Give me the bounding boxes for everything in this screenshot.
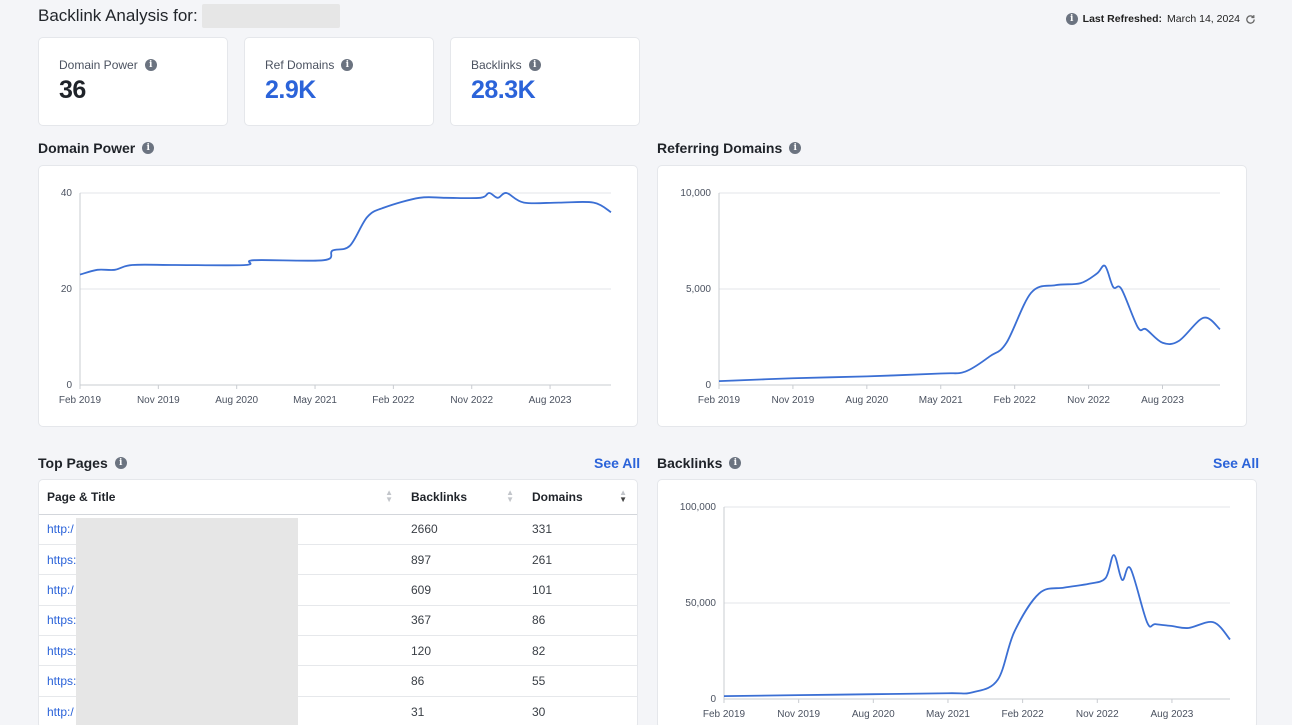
y-tick-label: 100,000	[680, 502, 717, 513]
y-tick-label: 40	[61, 188, 73, 199]
x-tick-label: May 2021	[293, 395, 337, 406]
domains-cell: 101	[524, 574, 637, 606]
series-line	[79, 192, 612, 276]
x-tick-label: Nov 2022	[450, 395, 493, 406]
metric-label: Domain Power	[59, 58, 138, 72]
x-tick-label: Aug 2020	[215, 395, 258, 406]
metric-value: 36	[59, 76, 86, 104]
x-tick-label: May 2021	[919, 395, 963, 406]
section-title-text: Domain Power	[38, 140, 136, 156]
domains-cell: 82	[524, 635, 637, 667]
see-all-backlinks-link[interactable]: See All	[1213, 455, 1260, 471]
x-tick-label: Aug 2023	[529, 395, 572, 406]
top-pages-table: Page & Title ▲ ▼ Backlinks ▲ ▼ Domains ▲ ▼ …	[39, 480, 637, 725]
info-icon[interactable]: i	[1065, 13, 1078, 25]
backlinks-cell: 897	[403, 544, 524, 576]
x-tick-label: Feb 2019	[703, 709, 746, 720]
section-title-text: Backlinks	[657, 455, 723, 471]
redacted-domain	[201, 4, 340, 28]
section-title-top-pages: Top Pages i	[38, 455, 127, 471]
info-icon[interactable]: i	[729, 457, 742, 469]
column-header-label: Domains	[532, 489, 583, 504]
backlinks-cell: 86	[403, 665, 524, 697]
info-icon[interactable]: i	[528, 59, 541, 71]
metric-card-backlinks: Backlinks i 28.3K	[450, 37, 640, 126]
page-header: Backlink Analysis for:	[38, 4, 340, 28]
metric-value: 28.3K	[471, 76, 536, 104]
x-tick-label: Aug 2023	[1141, 395, 1184, 406]
backlinks-cell: 367	[403, 605, 524, 637]
backlinks-chart-card: 0 50,000 100,000 Feb 2019 Nov 2019 Aug 2020 Ma…	[657, 479, 1257, 725]
x-tick-label: Feb 2019	[59, 395, 102, 406]
column-header-page[interactable]: Page & Title ▲ ▼	[39, 480, 403, 515]
info-icon[interactable]: i	[789, 142, 802, 154]
x-tick-label: Nov 2019	[137, 395, 180, 406]
refresh-icon[interactable]	[1245, 14, 1256, 25]
info-icon[interactable]: i	[144, 59, 157, 71]
x-tick-label: Feb 2022	[994, 395, 1037, 406]
referring-domains-chart-card: 0 5,000 10,000 Feb 2019 Nov 2019 Aug 2020 May …	[657, 165, 1247, 427]
y-tick-label: 0	[710, 694, 716, 705]
info-icon[interactable]: i	[341, 59, 354, 71]
domains-cell: 55	[524, 665, 637, 697]
y-tick-label: 20	[61, 284, 73, 295]
y-tick-label: 5,000	[686, 284, 711, 295]
referring-domains-chart: 0 5,000 10,000 Feb 2019 Nov 2019 Aug 2020 May …	[680, 188, 1221, 406]
series-line	[723, 554, 1231, 698]
x-tick-label: Aug 2023	[1151, 709, 1194, 720]
x-tick-label: Aug 2020	[845, 395, 888, 406]
metric-value: 2.9K	[265, 76, 316, 104]
series-line	[718, 264, 1221, 383]
sort-icon[interactable]: ▲ ▼	[385, 488, 393, 504]
table-header-row: Page & Title ▲ ▼ Backlinks ▲ ▼ Domains ▲ ▼	[39, 480, 637, 515]
section-title-referring-domains: Referring Domains i	[657, 140, 802, 156]
y-tick-label: 10,000	[680, 188, 711, 199]
x-tick-label: Feb 2022	[1001, 709, 1044, 720]
backlinks-chart: 0 50,000 100,000 Feb 2019 Nov 2019 Aug 2020 Ma…	[680, 502, 1231, 720]
section-title-domain-power: Domain Power i	[38, 140, 155, 156]
x-tick-label: Nov 2019	[772, 395, 815, 406]
x-tick-label: Feb 2019	[698, 395, 741, 406]
domain-power-chart: 0 20 40 Feb 2019 Nov 2019 Aug 2020 May 2021 Feb…	[59, 188, 612, 406]
column-header-label: Page & Title	[47, 489, 116, 504]
info-icon[interactable]: i	[142, 142, 155, 154]
page-title: Backlink Analysis for:	[38, 6, 198, 25]
section-title-text: Referring Domains	[657, 140, 783, 156]
see-all-top-pages-link[interactable]: See All	[594, 455, 641, 471]
sort-icon[interactable]: ▲ ▼	[506, 488, 514, 504]
y-tick-label: 0	[66, 380, 72, 391]
last-refreshed: i Last Refreshed: March 14, 2024	[1065, 13, 1256, 25]
info-icon[interactable]: i	[114, 457, 127, 469]
column-header-domains[interactable]: Domains ▲ ▼	[524, 480, 637, 515]
y-tick-label: 0	[705, 380, 711, 391]
x-tick-label: Nov 2022	[1076, 709, 1119, 720]
section-title-text: Top Pages	[38, 455, 108, 471]
metric-label: Ref Domains	[265, 58, 335, 72]
metric-card-domain-power: Domain Power i 36	[38, 37, 228, 126]
metric-label: Backlinks	[471, 58, 522, 72]
domains-cell: 331	[524, 514, 637, 545]
domains-cell: 86	[524, 605, 637, 637]
x-tick-label: Nov 2019	[777, 709, 820, 720]
domains-cell: 30	[524, 696, 637, 725]
section-title-backlinks: Backlinks i	[657, 455, 742, 471]
x-tick-label: May 2021	[926, 709, 970, 720]
column-header-backlinks[interactable]: Backlinks ▲ ▼	[403, 480, 524, 515]
redacted-urls	[76, 518, 298, 725]
y-tick-label: 50,000	[685, 598, 716, 609]
column-header-label: Backlinks	[411, 489, 468, 504]
x-tick-label: Feb 2022	[372, 395, 415, 406]
backlinks-cell: 120	[403, 635, 524, 667]
refresh-date: March 14, 2024	[1167, 13, 1240, 25]
domain-power-chart-card: 0 20 40 Feb 2019 Nov 2019 Aug 2020 May 2021 Feb…	[38, 165, 638, 427]
x-tick-label: Aug 2020	[852, 709, 895, 720]
domains-cell: 261	[524, 544, 637, 576]
sort-desc-icon[interactable]: ▲ ▼	[619, 488, 627, 504]
refresh-label: Last Refreshed:	[1082, 13, 1163, 25]
backlinks-cell: 31	[403, 696, 524, 725]
metric-card-ref-domains: Ref Domains i 2.9K	[244, 37, 434, 126]
backlinks-cell: 609	[403, 574, 524, 606]
x-tick-label: Nov 2022	[1067, 395, 1110, 406]
backlinks-cell: 2660	[403, 514, 524, 545]
